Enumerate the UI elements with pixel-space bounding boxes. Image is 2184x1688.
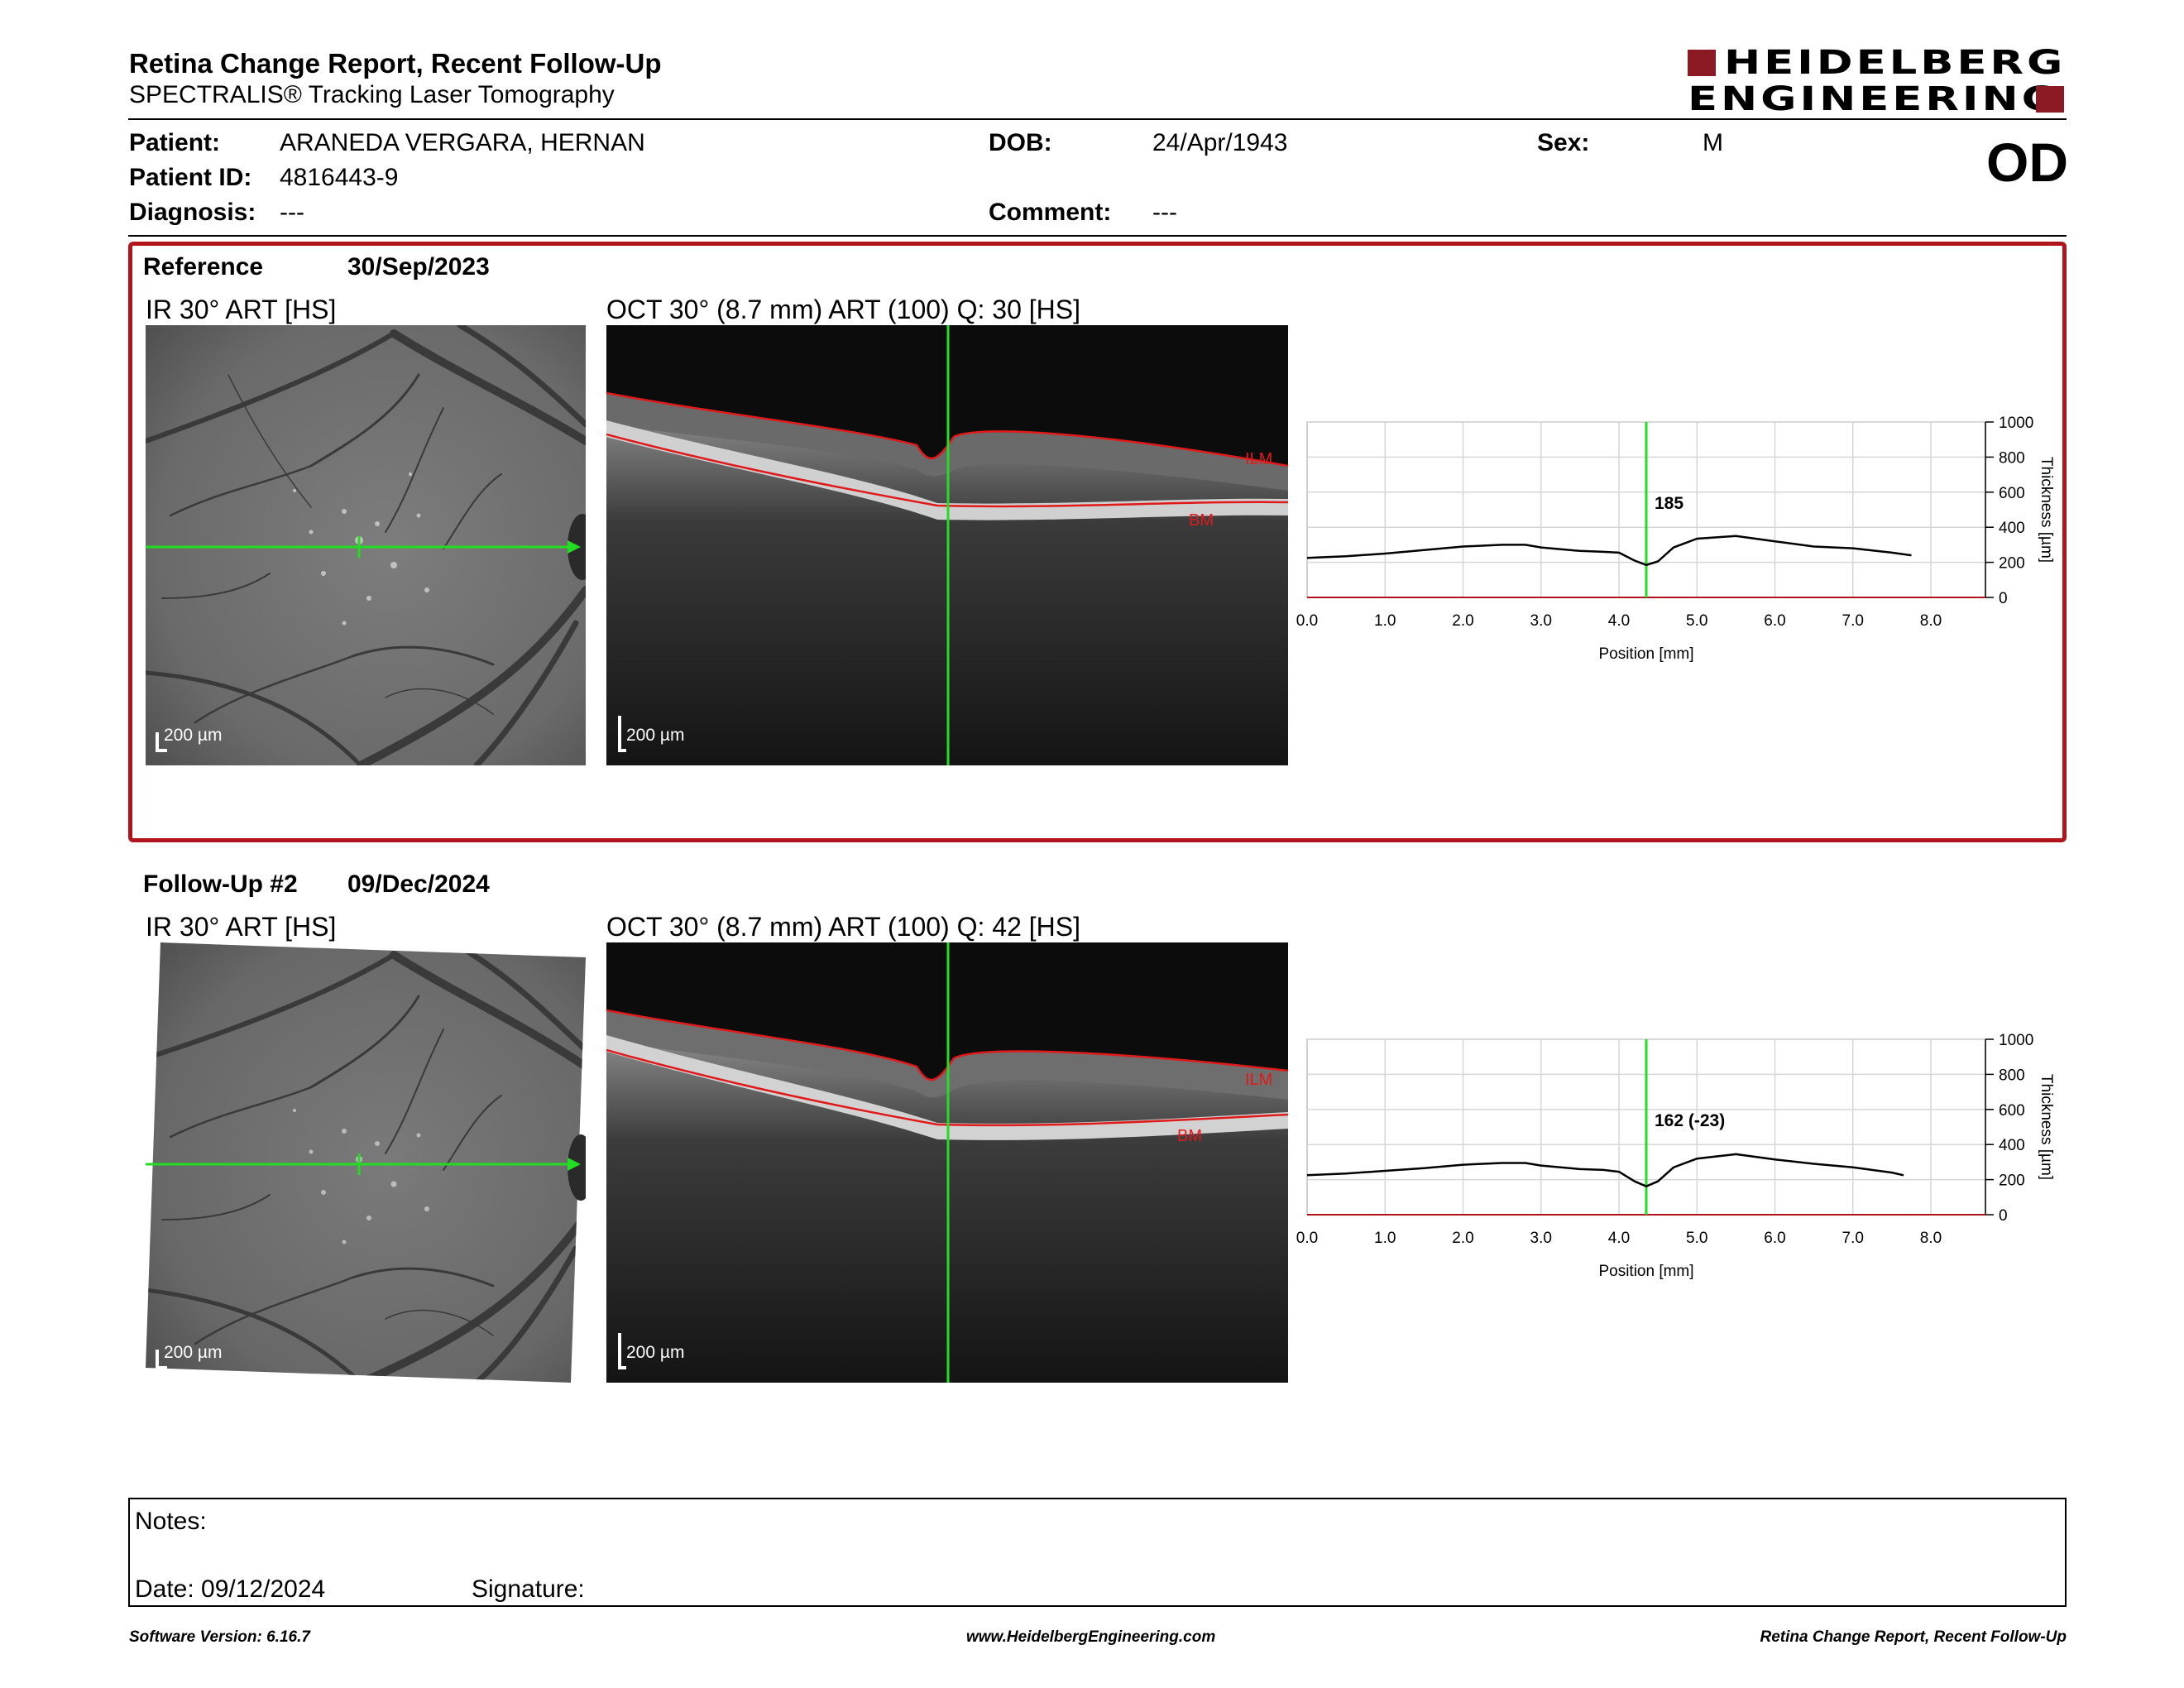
followup-ir-image: 200 µm — [146, 942, 586, 1383]
logo-line2: ENGINEERING — [1688, 80, 2061, 118]
reference-ytick-label: 400 — [1999, 520, 2025, 537]
reference-ytick-label: 800 — [1999, 449, 2025, 467]
reference-ytick-label: 600 — [1999, 485, 2025, 502]
reference-xtick-label: 5.0 — [1686, 612, 1707, 630]
followup-ir-scale-text: 200 µm — [164, 1343, 223, 1362]
patient-label: Patient: — [129, 129, 221, 156]
followup-ilm-label: ILM — [1245, 1071, 1272, 1089]
reference-ir-title: IR 30° ART [HS] — [146, 295, 337, 324]
report-subtitle: SPECTRALIS® Tracking Laser Tomography — [129, 81, 615, 108]
dob-label: DOB: — [989, 129, 1052, 156]
reference-thickness-line — [1306, 535, 1912, 567]
followup-oct-title: OCT 30° (8.7 mm) ART (100) Q: 42 [HS] — [606, 912, 1080, 942]
reference-xtick-label: 7.0 — [1842, 612, 1864, 630]
followup-ytick-label: 800 — [1999, 1067, 2025, 1084]
reference-xtick-label: 2.0 — [1452, 612, 1473, 630]
notes-box — [128, 1498, 2067, 1607]
followup-thickness-line — [1306, 1153, 1904, 1187]
followup-xtick-label: 1.0 — [1374, 1230, 1396, 1247]
reference-ytick-label: 0 — [1999, 590, 2008, 607]
reference-oct-title: OCT 30° (8.7 mm) ART (100) Q: 30 [HS] — [606, 295, 1080, 324]
heidelberg-logo: HEIDELBERG ENGINEERING — [1688, 46, 2064, 116]
reference-xtick-label: 3.0 — [1530, 612, 1552, 630]
reference-xlabel: Position [mm] — [1598, 645, 1693, 663]
reference-ir-scalebar: 200 µm — [156, 726, 255, 752]
comment-value: --- — [1152, 199, 1177, 226]
followup-bm-label: BM — [1177, 1127, 1202, 1145]
followup-ytick-label: 600 — [1999, 1102, 2025, 1120]
reference-xtick-label: 0.0 — [1296, 612, 1318, 630]
followup-ytick-label: 0 — [1999, 1207, 2008, 1225]
reference-xtick-label: 4.0 — [1608, 612, 1630, 630]
reference-date: 30/Sep/2023 — [347, 253, 490, 281]
reference-thickness-chart: 0.0 1.0 2.0 3.0 4.0 5.0 6.0 7.0 8.0 0 200 400 600 800… — [1296, 415, 2055, 663]
patient-name: ARANEDA VERGARA, HERNAN — [280, 129, 645, 156]
sex-value: M — [1703, 129, 1723, 156]
followup-xtick-label: 8.0 — [1920, 1230, 1942, 1247]
dob-value: 24/Apr/1943 — [1152, 129, 1288, 156]
diagnosis-label: Diagnosis: — [129, 199, 256, 226]
followup-ytick-label: 1000 — [1999, 1032, 2033, 1049]
header-divider — [128, 118, 2067, 120]
followup-label: Follow-Up #2 — [143, 870, 298, 898]
reference-xtick-label: 8.0 — [1920, 612, 1942, 630]
followup-xtick-label: 5.0 — [1686, 1230, 1707, 1247]
reference-oct-image: ILM BM 200 µm — [606, 325, 1288, 765]
followup-ir-scalebar: 200 µm — [156, 1343, 255, 1369]
followup-xtick-label: 3.0 — [1530, 1230, 1552, 1247]
followup-xtick-label: 4.0 — [1608, 1230, 1630, 1247]
followup-ytick-label: 200 — [1999, 1172, 2025, 1190]
reference-xtick-label: 1.0 — [1374, 612, 1396, 630]
reference-frame — [128, 242, 2067, 842]
followup-xtick-label: 6.0 — [1764, 1230, 1785, 1247]
followup-xtick-label: 7.0 — [1842, 1230, 1864, 1247]
followup-xtick-label: 2.0 — [1452, 1230, 1473, 1247]
reference-ir-scale-text: 200 µm — [164, 726, 223, 745]
info-divider — [128, 235, 2067, 237]
reference-ir-image: 200 µm — [146, 325, 586, 765]
reference-label: Reference — [143, 253, 264, 281]
followup-oct-scale-text: 200 µm — [626, 1343, 685, 1362]
reference-xtick-label: 6.0 — [1764, 612, 1785, 630]
logo-line1: HEIDELBERG — [1724, 44, 2067, 82]
patient-id: 4816443-9 — [280, 164, 399, 191]
reference-ylabel: Thickness [µm] — [2038, 457, 2055, 563]
sex-label: Sex: — [1537, 129, 1590, 156]
followup-date: 09/Dec/2024 — [347, 870, 490, 898]
reference-oct-scalebar: 200 µm — [618, 709, 717, 752]
followup-oct-scalebar: 200 µm — [618, 1326, 717, 1369]
followup-oct-image: ILM BM 200 µm — [606, 942, 1288, 1383]
eye-label: OD — [1986, 132, 2068, 193]
report-title: Retina Change Report, Recent Follow-Up — [129, 48, 662, 79]
reference-bm-label: BM — [1189, 511, 1214, 530]
followup-cursor-value: 162 (-23) — [1655, 1111, 1725, 1130]
followup-xtick-label: 0.0 — [1296, 1230, 1318, 1247]
footer-website: www.HeidelbergEngineering.com — [966, 1628, 1216, 1646]
followup-xlabel: Position [mm] — [1598, 1263, 1693, 1280]
followup-thickness-chart: 0.0 1.0 2.0 3.0 4.0 5.0 6.0 7.0 8.0 0 200 400 600 800… — [1296, 1032, 2055, 1280]
followup-ir-title: IR 30° ART [HS] — [146, 912, 337, 942]
followup-ytick-label: 400 — [1999, 1137, 2025, 1154]
reference-cursor-value: 185 — [1655, 494, 1684, 513]
comment-label: Comment: — [989, 199, 1112, 226]
reference-ytick-label: 1000 — [1999, 415, 2033, 432]
diagnosis-value: --- — [280, 199, 304, 226]
reference-oct-scale-text: 200 µm — [626, 726, 685, 745]
reference-ytick-label: 200 — [1999, 555, 2025, 573]
reference-ilm-label: ILM — [1245, 450, 1272, 468]
followup-ylabel: Thickness [µm] — [2038, 1074, 2055, 1180]
footer-report-name: Retina Change Report, Recent Follow-Up — [1760, 1628, 2067, 1646]
notes-label: Notes: — [135, 1508, 207, 1535]
notes-date: Date: 09/12/2024 — [135, 1575, 326, 1603]
patient-id-label: Patient ID: — [129, 164, 252, 191]
footer-software-version: Software Version: 6.16.7 — [129, 1628, 310, 1646]
signature-label: Signature: — [472, 1575, 585, 1603]
